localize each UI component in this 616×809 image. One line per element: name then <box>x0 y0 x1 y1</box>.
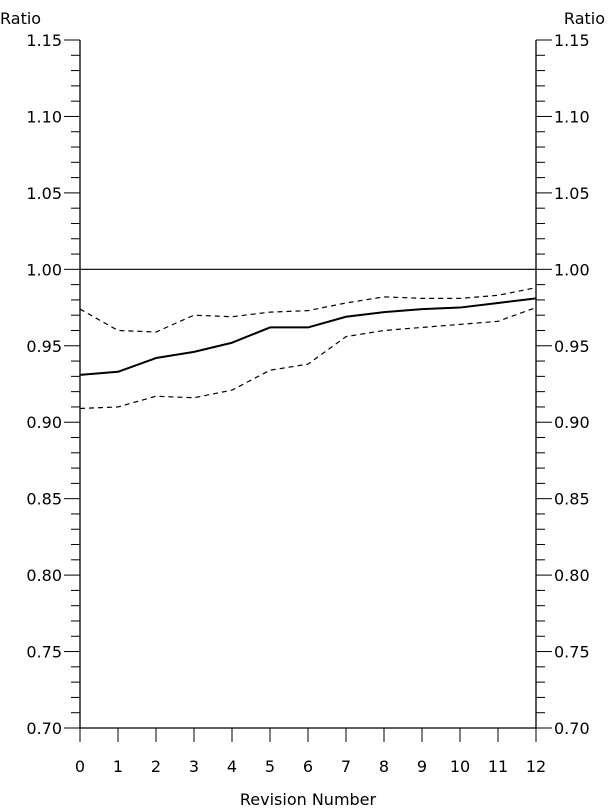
y-tick-label-right: 0.80 <box>554 566 590 585</box>
x-tick-label: 0 <box>75 757 85 776</box>
x-tick-label: 9 <box>417 757 427 776</box>
series-line-dashed-1 <box>79 287 537 333</box>
y-tick-label-left: 1.00 <box>26 260 62 279</box>
x-tick-label: 12 <box>526 757 546 776</box>
y-tick-label-right: 1.15 <box>554 31 590 50</box>
y-tick-label-left: 0.85 <box>26 490 62 509</box>
y-tick-label-right: 0.75 <box>554 643 590 662</box>
axes-frame <box>79 40 537 729</box>
series-line-dashed-2 <box>79 306 537 410</box>
y-tick-label-right: 0.85 <box>554 490 590 509</box>
y-tick-label-left: 0.80 <box>26 566 62 585</box>
x-tick-label: 8 <box>379 757 389 776</box>
x-tick-label: 3 <box>189 757 199 776</box>
x-tick-label: 4 <box>227 757 237 776</box>
y-axis-title-left: Ratio <box>0 9 41 28</box>
y-axis-title-right: Ratio <box>564 9 605 28</box>
series-line-solid <box>79 297 537 376</box>
x-tick-label: 7 <box>341 757 351 776</box>
y-tick-label-right: 0.70 <box>554 719 590 738</box>
y-tick-label-right: 0.95 <box>554 337 590 356</box>
y-tick-label-left: 0.70 <box>26 719 62 738</box>
tick-labels: 0.70 0.70 0.75 0.75 0.80 0.80 0.85 0.85 0.90 0.90… <box>26 31 589 776</box>
x-tick-label: 1 <box>113 757 123 776</box>
x-tick-label: 10 <box>450 757 470 776</box>
series-lines <box>79 287 537 410</box>
y-tick-label-left: 0.90 <box>26 413 62 432</box>
y-tick-label-left: 0.95 <box>26 337 62 356</box>
x-tick-label: 2 <box>151 757 161 776</box>
x-tick-label: 6 <box>303 757 313 776</box>
y-tick-label-right: 1.10 <box>554 107 590 126</box>
x-axis-title: Revision Number <box>240 790 377 809</box>
y-tick-label-left: 0.75 <box>26 643 62 662</box>
y-tick-label-left: 1.15 <box>26 31 62 50</box>
x-tick-label: 11 <box>488 757 508 776</box>
x-tick-label: 5 <box>265 757 275 776</box>
y-tick-label-right: 1.00 <box>554 260 590 279</box>
y-tick-label-right: 0.90 <box>554 413 590 432</box>
ticks <box>64 39 552 742</box>
y-tick-label-left: 1.05 <box>26 184 62 203</box>
y-tick-label-right: 1.05 <box>554 184 590 203</box>
y-tick-label-left: 1.10 <box>26 107 62 126</box>
